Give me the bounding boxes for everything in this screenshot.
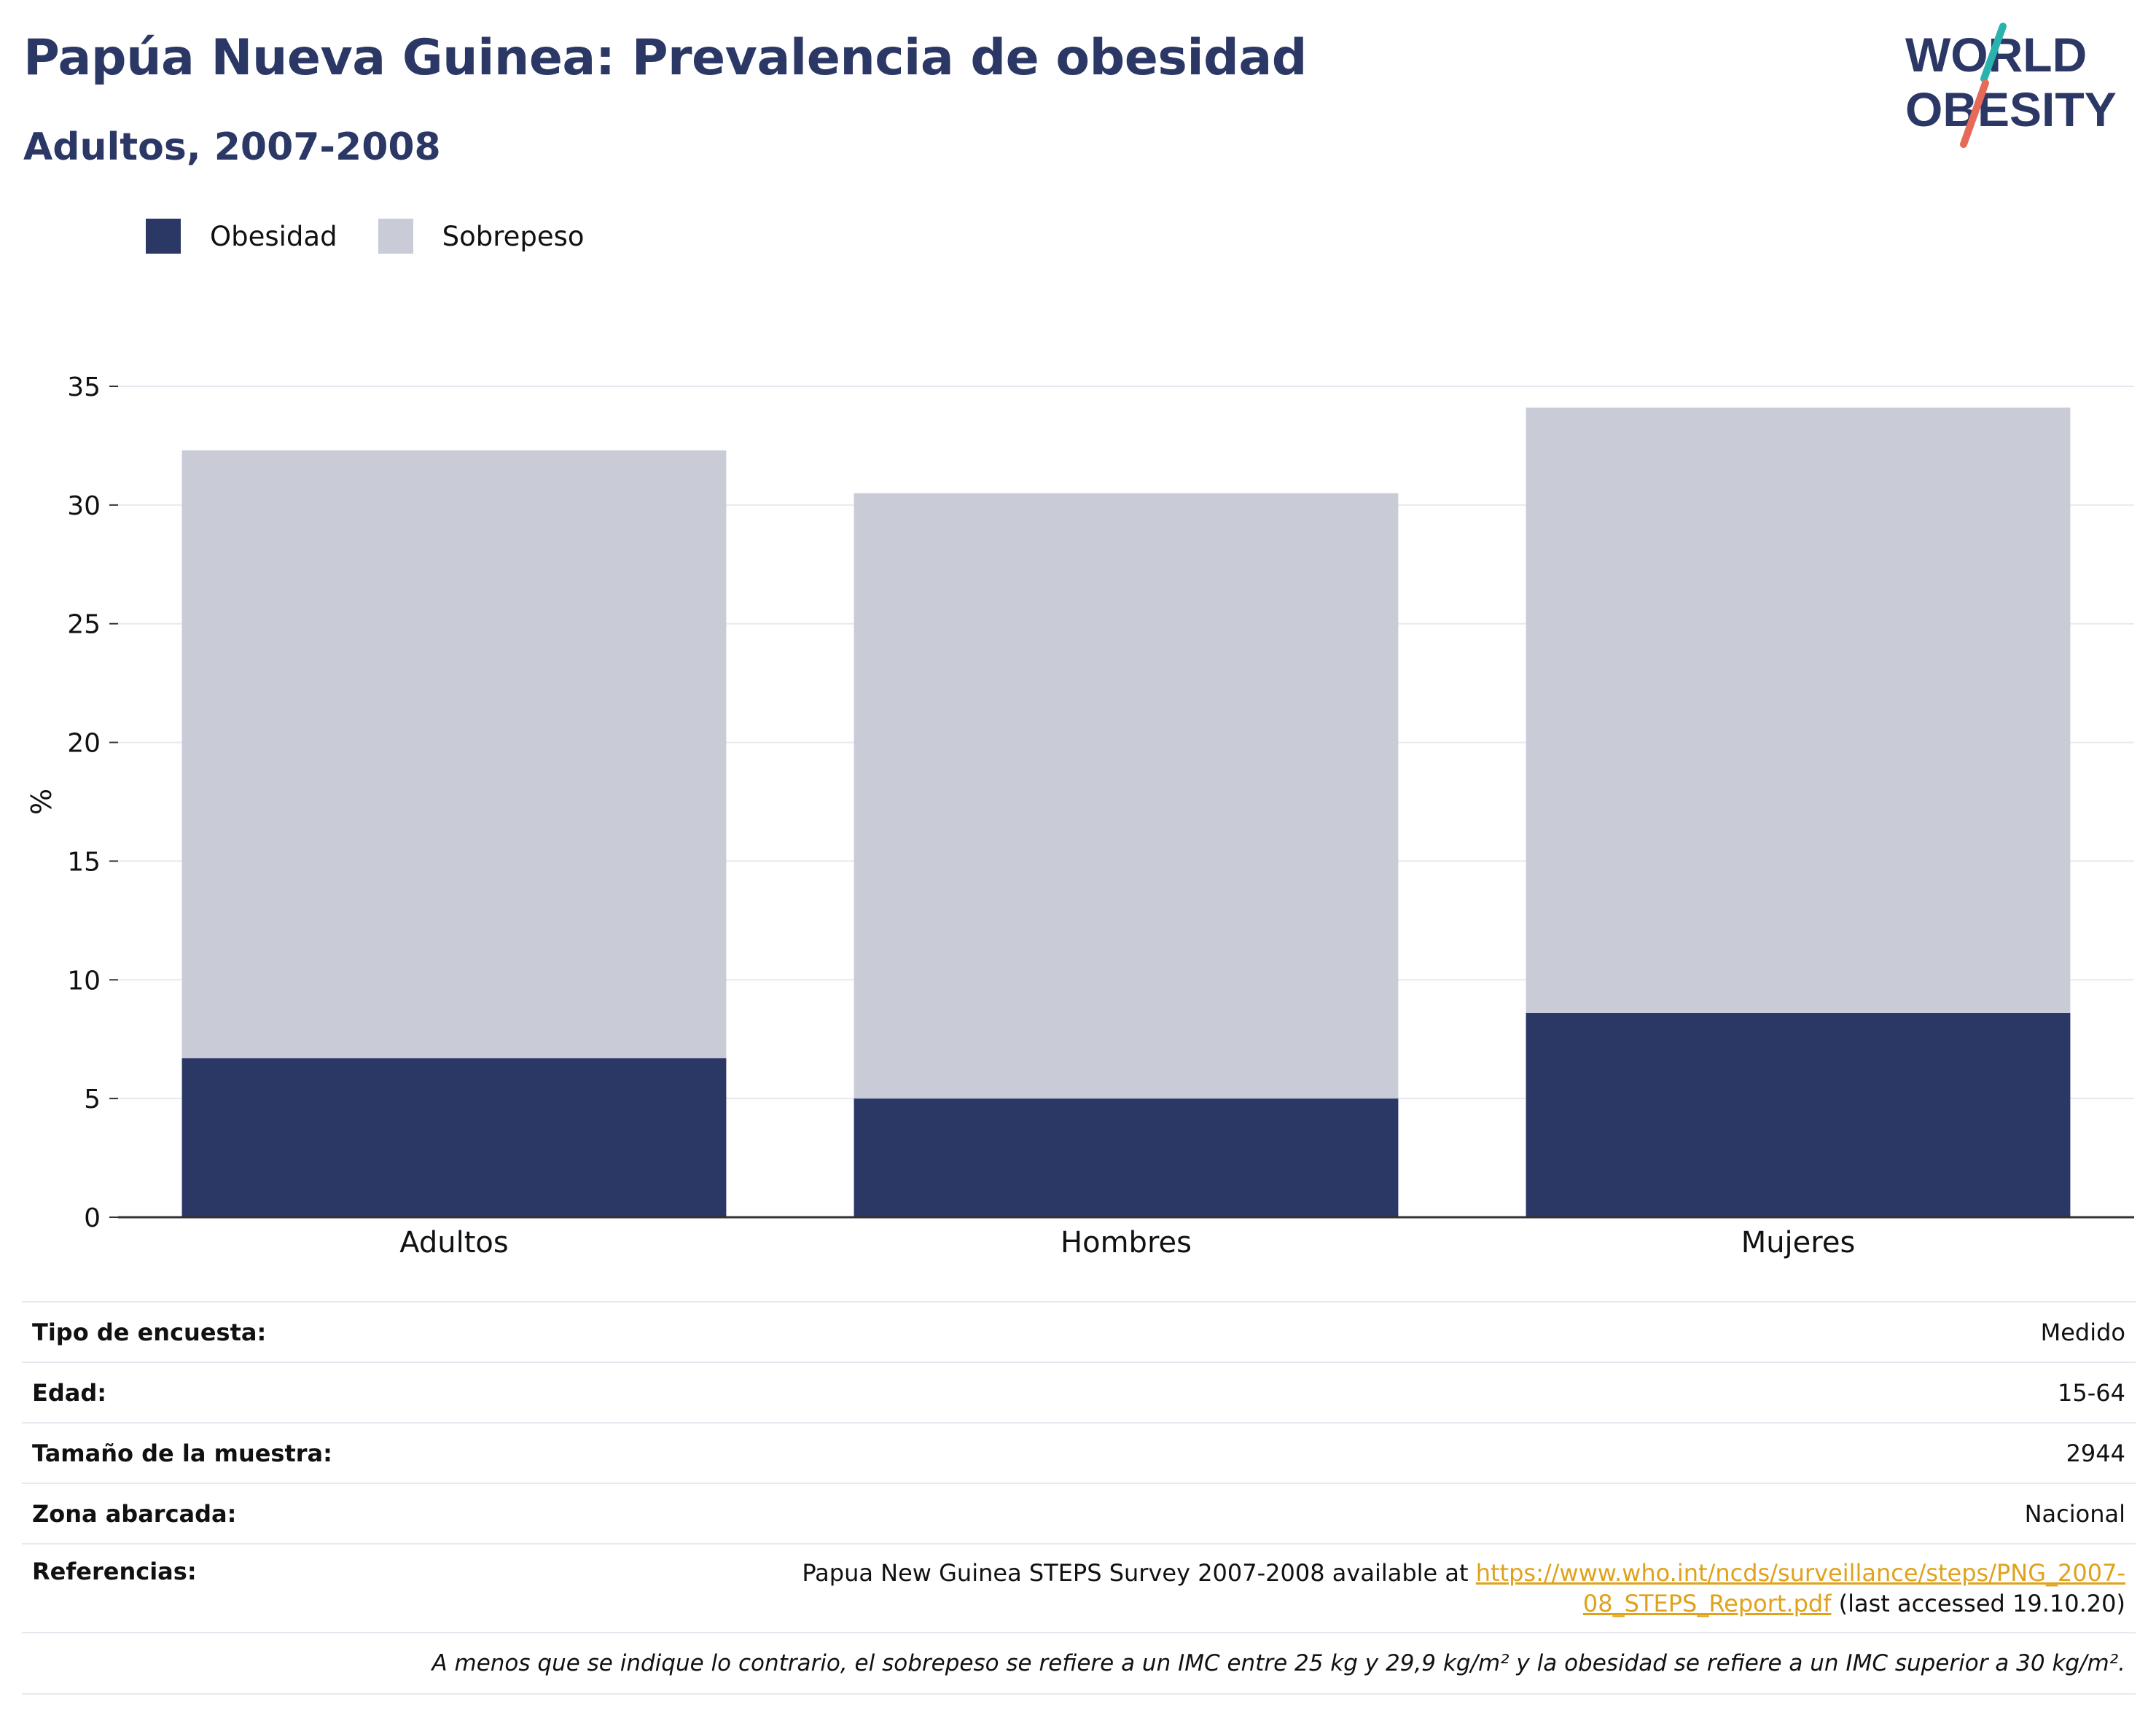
legend-item-sobrepeso[interactable]: Sobrepeso bbox=[378, 219, 585, 254]
references-label: Referencias: bbox=[32, 1558, 197, 1585]
info-row-age: Edad: 15-64 bbox=[22, 1362, 2136, 1422]
age-value: 15-64 bbox=[2058, 1378, 2125, 1407]
references-link-part-2[interactable]: 08_STEPS_Report.pdf bbox=[1582, 1590, 1832, 1617]
y-tick-label: 35 bbox=[67, 372, 101, 402]
bar-obesidad-mujeres bbox=[1526, 1012, 2071, 1217]
y-tick-label: 25 bbox=[67, 610, 101, 640]
x-tick-label: Hombres bbox=[1061, 1226, 1192, 1260]
y-tick-label: 0 bbox=[84, 1203, 101, 1233]
bar-obesidad-hombres bbox=[854, 1098, 1399, 1217]
bar-sobrepeso-adultos bbox=[181, 450, 727, 1058]
sample-value: 2944 bbox=[2066, 1439, 2125, 1467]
references-suffix: (last accessed 19.10.20) bbox=[1831, 1590, 2125, 1617]
survey-type-label: Tipo de encuesta: bbox=[32, 1318, 267, 1346]
bar-obesidad-adultos bbox=[181, 1058, 727, 1217]
bar-sobrepeso-mujeres bbox=[1526, 407, 2071, 1013]
definition-note: A menos que se indique lo contrario, el … bbox=[431, 1650, 2125, 1676]
legend-item-obesidad[interactable]: Obesidad bbox=[146, 219, 337, 254]
area-value: Nacional bbox=[2024, 1499, 2125, 1528]
y-tick-label: 15 bbox=[67, 847, 101, 877]
info-row-survey-type: Tipo de encuesta: Medido bbox=[22, 1301, 2136, 1362]
page-subtitle: Adultos, 2007-2008 bbox=[23, 125, 441, 169]
legend-label-sobrepeso: Sobrepeso bbox=[442, 220, 585, 252]
legend-swatch-obesidad bbox=[146, 219, 181, 254]
references-value: Papua New Guinea STEPS Survey 2007-2008 … bbox=[802, 1558, 2125, 1619]
info-row-note: A menos que se indique lo contrario, el … bbox=[22, 1632, 2136, 1695]
info-row-references: Referencias: Papua New Guinea STEPS Surv… bbox=[22, 1543, 2136, 1632]
references-link-part-1[interactable]: https://www.who.int/ncds/surveillance/st… bbox=[1475, 1559, 2125, 1587]
survey-info-table: Tipo de encuesta: Medido Edad: 15-64 Tam… bbox=[22, 1301, 2136, 1695]
world-obesity-logo: WORLD OBESITY bbox=[1905, 23, 2117, 148]
page-title: Papúa Nueva Guinea: Prevalencia de obesi… bbox=[23, 29, 1307, 87]
y-tick-label: 30 bbox=[67, 491, 101, 521]
info-row-sample: Tamaño de la muestra: 2944 bbox=[22, 1422, 2136, 1483]
legend-label-obesidad: Obesidad bbox=[210, 220, 337, 252]
x-tick-label: Mujeres bbox=[1741, 1226, 1856, 1260]
y-tick-label: 20 bbox=[67, 729, 101, 759]
survey-type-value: Medido bbox=[2040, 1318, 2125, 1346]
logo-slash-teal bbox=[1980, 23, 2007, 82]
sample-label: Tamaño de la muestra: bbox=[32, 1439, 332, 1467]
logo-text-obesity: OBESITY bbox=[1905, 82, 2117, 136]
chart-legend: Obesidad Sobrepeso bbox=[146, 216, 625, 257]
y-tick-label: 5 bbox=[84, 1085, 101, 1114]
legend-swatch-sobrepeso bbox=[378, 219, 413, 254]
y-tick-label: 10 bbox=[67, 966, 101, 996]
info-row-area: Zona abarcada: Nacional bbox=[22, 1483, 2136, 1543]
y-axis-label: % bbox=[26, 789, 58, 815]
age-label: Edad: bbox=[32, 1378, 107, 1407]
x-tick-label: Adultos bbox=[399, 1226, 509, 1260]
area-label: Zona abarcada: bbox=[32, 1499, 237, 1528]
stacked-bar-chart: 0 5 10 15 20 25 30 35% Adultos Hombres Mujeres bbox=[26, 372, 2134, 1260]
references-text: Papua New Guinea STEPS Survey 2007-2008 … bbox=[802, 1559, 1476, 1587]
bar-sobrepeso-hombres bbox=[854, 493, 1399, 1099]
logo-slash-coral bbox=[1960, 79, 1989, 148]
